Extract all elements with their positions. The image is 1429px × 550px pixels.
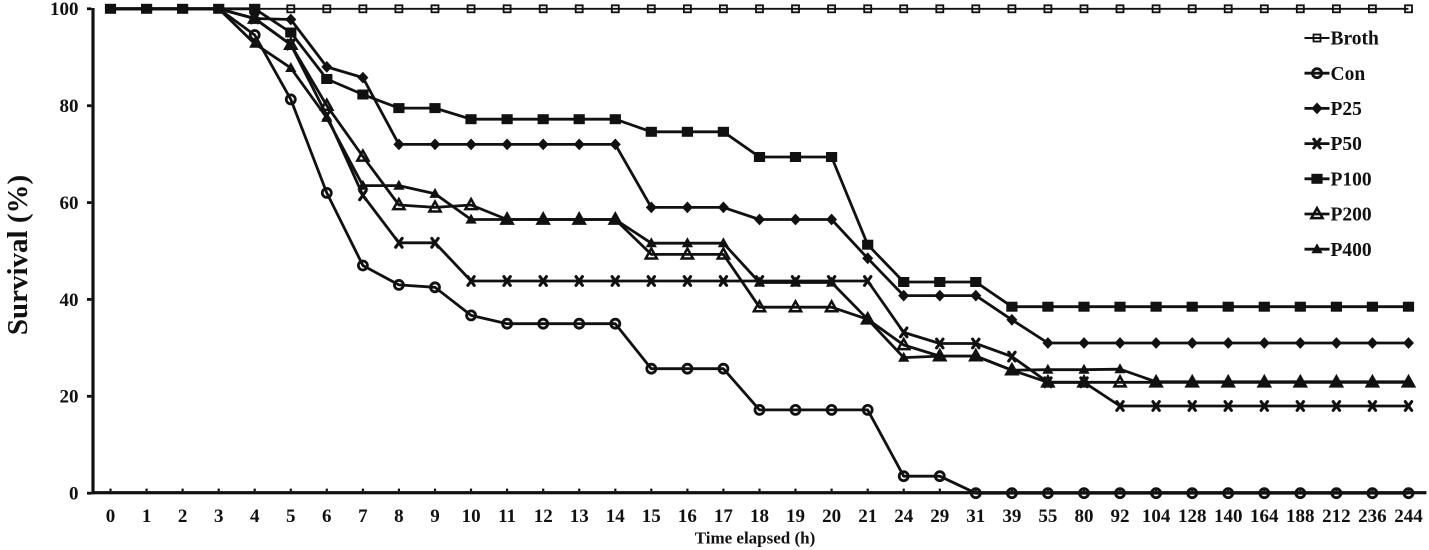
svg-text:P200: P200 — [1331, 205, 1372, 226]
svg-text:10: 10 — [462, 506, 481, 527]
svg-text:19: 19 — [786, 506, 805, 527]
svg-text:244: 244 — [1394, 506, 1423, 527]
svg-text:Time elapsed (h): Time elapsed (h) — [695, 529, 816, 548]
svg-text:31: 31 — [966, 506, 985, 527]
svg-text:6: 6 — [322, 506, 332, 527]
svg-text:0: 0 — [69, 484, 79, 505]
svg-text:11: 11 — [498, 506, 516, 527]
svg-text:236: 236 — [1358, 506, 1387, 527]
svg-text:P100: P100 — [1331, 169, 1372, 190]
svg-text:18: 18 — [750, 506, 769, 527]
svg-text:16: 16 — [678, 506, 697, 527]
svg-text:212: 212 — [1322, 506, 1351, 527]
svg-text:P50: P50 — [1331, 134, 1362, 155]
svg-text:40: 40 — [60, 290, 79, 311]
svg-text:20: 20 — [60, 387, 79, 408]
svg-text:80: 80 — [60, 96, 79, 117]
svg-text:13: 13 — [570, 506, 589, 527]
svg-text:164: 164 — [1250, 506, 1279, 527]
svg-text:15: 15 — [642, 506, 661, 527]
svg-text:Con: Con — [1331, 64, 1366, 85]
svg-text:0: 0 — [106, 506, 116, 527]
svg-text:Survival (%): Survival (%) — [2, 175, 34, 335]
svg-text:8: 8 — [394, 506, 404, 527]
svg-text:P400: P400 — [1331, 240, 1372, 261]
svg-text:188: 188 — [1286, 506, 1315, 527]
svg-text:4: 4 — [250, 506, 260, 527]
svg-text:80: 80 — [1075, 506, 1094, 527]
svg-text:P25: P25 — [1331, 99, 1363, 120]
svg-text:140: 140 — [1214, 506, 1243, 527]
svg-text:9: 9 — [430, 506, 440, 527]
svg-text:1: 1 — [142, 506, 152, 527]
svg-text:2: 2 — [178, 506, 188, 527]
svg-text:17: 17 — [714, 506, 734, 527]
svg-text:55: 55 — [1038, 506, 1057, 527]
svg-text:39: 39 — [1002, 506, 1021, 527]
svg-text:20: 20 — [822, 506, 841, 527]
svg-text:100: 100 — [50, 0, 79, 20]
svg-text:7: 7 — [358, 506, 368, 527]
svg-text:92: 92 — [1111, 506, 1130, 527]
svg-text:14: 14 — [606, 506, 626, 527]
svg-text:Broth: Broth — [1331, 29, 1380, 50]
svg-text:3: 3 — [214, 506, 224, 527]
svg-text:21: 21 — [858, 506, 877, 527]
svg-text:104: 104 — [1142, 506, 1171, 527]
svg-text:128: 128 — [1178, 506, 1207, 527]
svg-text:12: 12 — [534, 506, 553, 527]
svg-text:5: 5 — [286, 506, 296, 527]
svg-text:60: 60 — [60, 193, 79, 214]
svg-text:29: 29 — [930, 506, 949, 527]
svg-text:24: 24 — [894, 506, 914, 527]
